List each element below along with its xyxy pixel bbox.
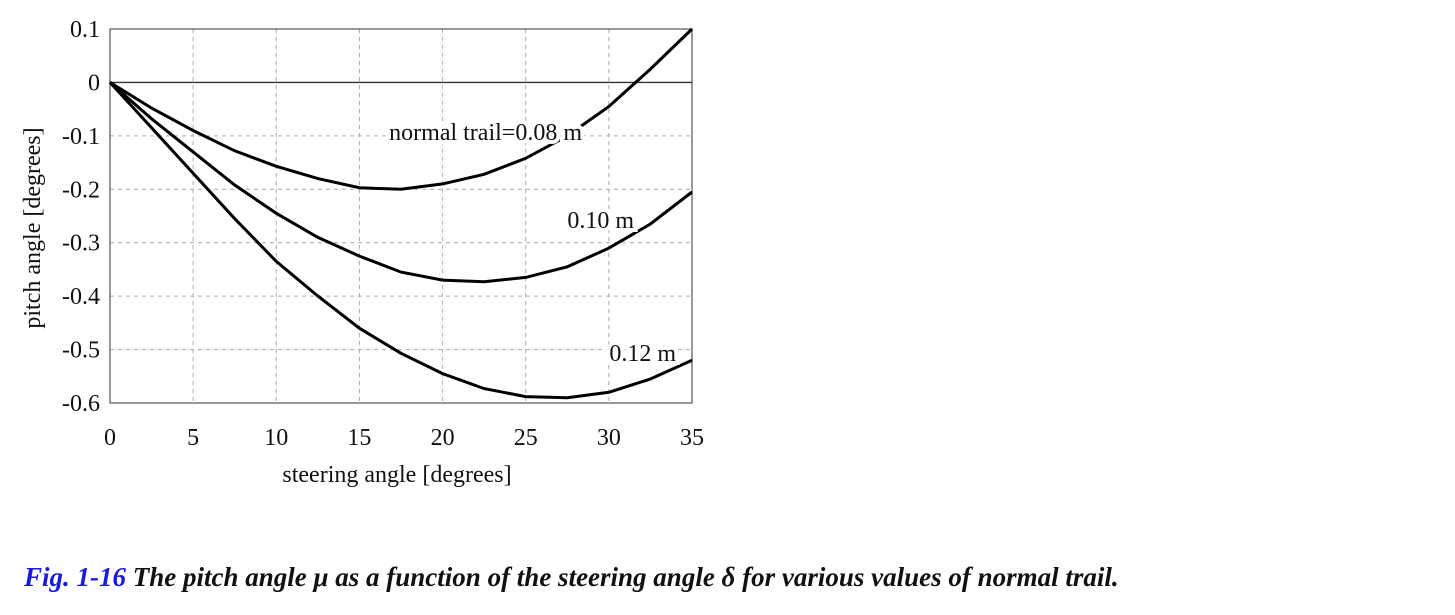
caption-label: Fig. 1-16: [23, 562, 127, 592]
y-tick-label: -0.1: [62, 124, 100, 150]
y-axis-label: pitch angle [degrees]: [20, 127, 46, 328]
y-tick-label: -0.6: [62, 391, 100, 417]
x-tick-label: 0: [104, 425, 116, 451]
x-tick-labels: 0 5 10 15 20 25 30 35: [104, 425, 704, 451]
x-tick-label: 15: [347, 425, 371, 451]
y-tick-labels: 0.1 0 -0.1 -0.2 -0.3 -0.4 -0.5 -0.6: [62, 17, 100, 417]
curve-label: 0.12 m: [609, 341, 676, 367]
x-tick-label: 20: [431, 425, 455, 451]
y-tick-label: -0.2: [62, 177, 100, 203]
series-line-0: [109, 27, 694, 191]
series-line-1: [109, 81, 693, 284]
x-tick-label: 30: [597, 425, 621, 451]
y-tick-label: -0.3: [62, 231, 100, 257]
series-line-2: [108, 81, 693, 400]
x-tick-label: 10: [264, 425, 288, 451]
x-tick-label: 5: [187, 425, 199, 451]
y-tick-label: 0.1: [70, 17, 100, 43]
curve-label: normal trail=0.08 m: [389, 120, 582, 146]
caption-text: The pitch angle μ as a function of the s…: [126, 562, 1119, 592]
x-axis-label: steering angle [degrees]: [282, 462, 511, 488]
y-tick-label: 0: [88, 70, 100, 96]
y-tick-label: -0.4: [62, 284, 100, 310]
plot-frame: [109, 28, 693, 404]
curve-label: 0.10 m: [567, 208, 634, 234]
x-tick-label: 25: [514, 425, 538, 451]
y-tick-label: -0.5: [62, 338, 100, 364]
x-tick-label: 35: [680, 425, 704, 451]
figure-caption: Fig. 1-16 The pitch angle μ as a functio…: [23, 562, 1119, 592]
curve-labels: normal trail=0.08 m 0.10 m 0.12 m: [385, 116, 680, 371]
curves: [108, 27, 694, 400]
